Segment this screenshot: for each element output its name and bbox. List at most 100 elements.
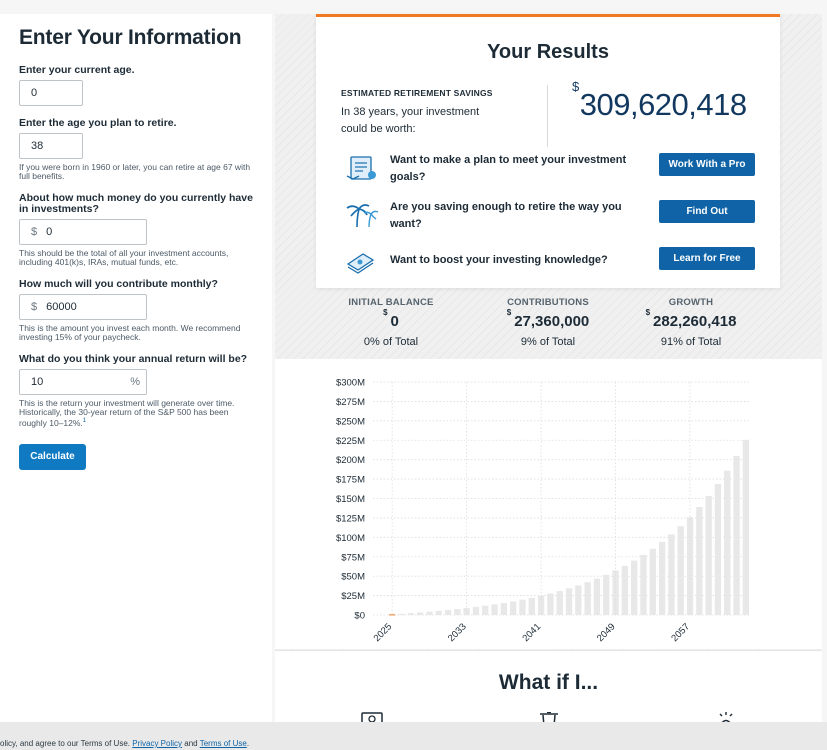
investments-field: About how much money do you currently ha…	[19, 193, 272, 267]
stat-initial-balance: INITIAL BALANCE $0 0% of Total	[316, 297, 466, 348]
bar-2058	[696, 507, 703, 615]
x-tick-label: 2049	[595, 621, 618, 644]
stat-value: $27,360,000	[473, 308, 623, 330]
bar-2033	[463, 608, 470, 615]
return-hint-text: This is the return your investment will …	[19, 398, 235, 428]
bar-2053	[649, 548, 656, 615]
bar-2062	[733, 456, 740, 615]
y-tick-label: $250M	[336, 416, 365, 427]
learn-for-free-button[interactable]: Learn for Free	[659, 247, 755, 270]
bar-2045	[575, 585, 582, 615]
stat-amount: 0	[390, 313, 399, 330]
investments-input[interactable]: $ 0	[19, 219, 147, 245]
bar-2048	[603, 574, 610, 615]
bar-2050	[621, 565, 629, 615]
currency-symbol: $	[506, 308, 512, 317]
results-card: Your Results ESTIMATED RETIREMENT SAVING…	[316, 14, 780, 288]
monthly-field: How much will you contribute monthly? $ …	[19, 279, 272, 342]
stat-amount: 282,260,418	[653, 313, 737, 330]
bar-2051	[631, 560, 638, 615]
form-title: Enter Your Information	[19, 26, 242, 49]
monthly-label: How much will you contribute monthly?	[19, 278, 218, 290]
return-input[interactable]: 10 %	[19, 369, 147, 395]
y-tick-label: $150M	[336, 494, 365, 505]
stat-contributions: CONTRIBUTIONS $27,360,000 9% of Total	[473, 297, 623, 348]
return-value: 10	[31, 376, 44, 388]
bar-2046	[584, 582, 591, 615]
results-title: Your Results	[487, 41, 609, 63]
stat-growth: GROWTH $282,260,418 91% of Total	[616, 297, 766, 348]
breakdown-stats: INITIAL BALANCE $0 0% of Total CONTRIBUT…	[316, 297, 780, 357]
bar-2036	[491, 604, 498, 615]
bar-2032	[454, 609, 461, 615]
currency-symbol: $	[645, 308, 651, 317]
bar-2052	[640, 554, 647, 615]
estimated-savings-value: $309,620,418	[572, 79, 747, 123]
stat-percent: 0% of Total	[363, 336, 419, 348]
bar-2027	[407, 613, 414, 615]
bar-2059	[705, 496, 712, 615]
bar-2039	[519, 599, 526, 615]
x-tick-label: 2057	[669, 621, 692, 644]
y-tick-label: $50M	[341, 572, 365, 583]
footer-period: .	[246, 739, 250, 748]
bar-2054	[658, 541, 666, 615]
bar-2037	[500, 602, 508, 615]
estimated-savings-description: In 38 years, your investment could be wo…	[341, 106, 480, 135]
footnote-link[interactable]: 1	[82, 418, 87, 424]
y-tick-label: $0	[354, 611, 365, 622]
return-label: What do you think your annual return wil…	[19, 353, 248, 365]
bar-2042	[547, 593, 554, 615]
stat-label: GROWTH	[668, 297, 714, 308]
stat-label: INITIAL BALANCE	[348, 297, 434, 308]
bar-2057	[686, 517, 694, 615]
investments-hint: This should be the total of all your inv…	[19, 248, 229, 267]
growth-bar-chart: $0 $25M $50M $75M $100M $125M $150M $175M $200M $…	[336, 378, 750, 644]
y-tick-label: $75M	[341, 552, 365, 563]
retire-age-field: Enter the age you plan to retire. 38 If …	[19, 118, 272, 181]
stat-label: CONTRIBUTIONS	[507, 297, 589, 308]
monthly-value: 60000	[46, 301, 77, 313]
x-tick-label: 2041	[520, 621, 543, 644]
monthly-input[interactable]: $ 60000	[19, 294, 147, 320]
current-age-field: Enter your current age. 0	[19, 65, 272, 106]
calculate-button[interactable]: Calculate	[19, 443, 86, 470]
bar-2043	[556, 591, 563, 615]
bar-2055	[668, 534, 675, 615]
current-age-input[interactable]: 0	[19, 80, 83, 106]
y-tick-label: $25M	[341, 591, 365, 602]
investments-value: 0	[46, 226, 53, 238]
terms-of-use-link[interactable]: Terms of Use	[199, 739, 247, 748]
y-tick-label: $275M	[336, 397, 365, 408]
find-out-button[interactable]: Find Out	[659, 200, 755, 223]
return-hint: This is the return your investment will …	[19, 399, 255, 428]
bar-2061	[724, 470, 731, 615]
growth-chart: $0 $25M $50M $75M $100M $125M $150M $175M $200M $…	[275, 359, 822, 649]
retire-age-hint: If you were born in 1960 or later, you c…	[19, 162, 251, 181]
privacy-policy-link[interactable]: Privacy Policy	[132, 739, 183, 748]
bar-2044	[565, 588, 573, 615]
retire-age-input[interactable]: 38	[19, 133, 83, 159]
investments-label: About how much money do you currently ha…	[19, 192, 253, 215]
cta-text-pro: Want to make a plan to meet your investm…	[390, 154, 627, 183]
bar-2060	[714, 483, 722, 615]
what-if-section: What if I...	[275, 650, 822, 728]
stat-amount: 27,360,000	[514, 313, 590, 330]
monthly-hint: This is the amount you invest each month…	[19, 323, 241, 342]
current-age-label: Enter your current age.	[19, 64, 135, 76]
footer-text: olicy, and agree to our Terms of Use.	[0, 739, 130, 748]
cta-text-learn: Want to boost your investing knowledge?	[390, 254, 608, 266]
bar-2047	[593, 578, 601, 615]
bar-2035	[482, 605, 489, 615]
bar-2026	[398, 613, 405, 615]
money-stack-icon	[345, 246, 379, 274]
retire-age-label: Enter the age you plan to retire.	[19, 117, 177, 129]
y-tick-label: $300M	[336, 378, 365, 389]
work-with-a-pro-button[interactable]: Work With a Pro	[659, 153, 755, 176]
results-area: Your Results ESTIMATED RETIREMENT SAVING…	[275, 14, 822, 728]
planner-icon	[345, 154, 379, 182]
x-tick-label: 2025	[372, 621, 395, 644]
bar-2038	[510, 601, 517, 615]
stat-value: $0	[316, 308, 466, 330]
y-tick-label: $200M	[336, 455, 365, 466]
